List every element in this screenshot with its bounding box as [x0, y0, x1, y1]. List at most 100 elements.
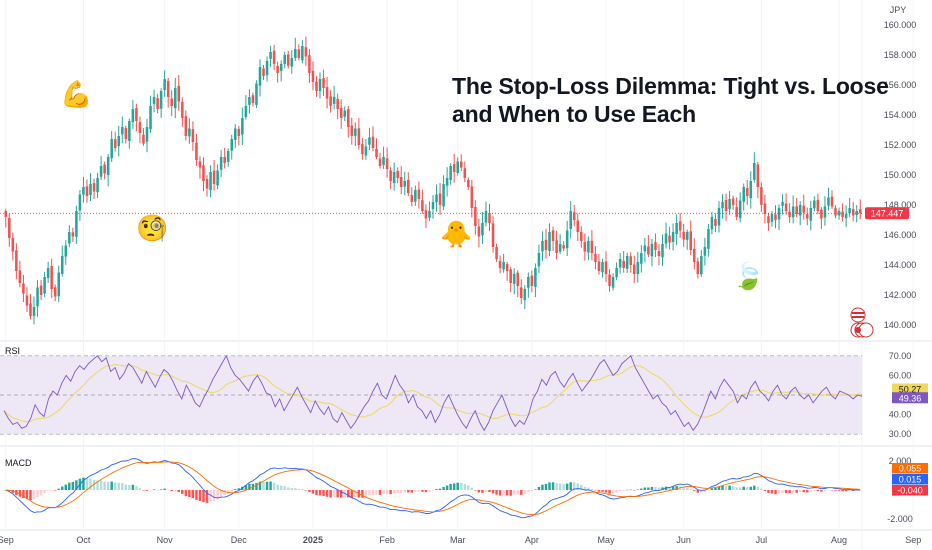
macd-value-badge [892, 474, 928, 485]
candle-body [700, 256, 703, 275]
macd-histogram-bar [315, 490, 318, 496]
candle-body [82, 187, 85, 195]
macd-histogram-bar [827, 490, 830, 491]
macd-histogram-bar [82, 477, 85, 490]
macd-histogram-bar [558, 483, 562, 490]
candle-body [548, 232, 551, 251]
macd-histogram-bar [657, 487, 661, 490]
candle-body [597, 261, 601, 271]
candle-body [565, 230, 569, 249]
macd-histogram-bar [505, 490, 509, 496]
macd-histogram-bar [329, 490, 332, 498]
candle-body [474, 206, 477, 226]
macd-histogram-bar [85, 478, 89, 490]
candle-body [618, 259, 622, 268]
candle-body [205, 179, 209, 189]
candle-body [117, 136, 121, 147]
macd-histogram-bar [392, 490, 396, 494]
price-tick-label: 142.000 [884, 290, 917, 300]
candle-body [827, 197, 830, 206]
candle-body [53, 287, 57, 297]
candle-body [809, 208, 813, 221]
candle-body [421, 200, 424, 211]
macd-histogram-bar [36, 490, 39, 498]
candle-body [173, 88, 177, 109]
macd-histogram-bar [279, 485, 283, 490]
candle-body [113, 139, 117, 148]
macd-histogram-bar [770, 490, 774, 494]
macd-histogram-bar [75, 480, 78, 490]
candle-body [385, 158, 389, 169]
candle-body [813, 200, 816, 209]
candle-body [364, 146, 368, 156]
macd-histogram-bar [604, 490, 608, 493]
candle-body [357, 128, 361, 145]
candle-body [520, 287, 523, 298]
macd-histogram-bar [731, 486, 735, 490]
x-tick-label: Apr [525, 535, 539, 545]
candle-body [622, 260, 625, 268]
candle-body [223, 156, 226, 163]
candle-body [18, 270, 22, 283]
macd-histogram-bar [795, 490, 798, 493]
candle-body [798, 205, 802, 216]
macd-histogram-bar [791, 490, 795, 493]
macd-histogram-bar [696, 490, 700, 493]
macd-histogram-bar [71, 482, 75, 490]
macd-histogram-bar [512, 490, 516, 495]
candle-body [290, 58, 294, 67]
macd-histogram-bar [721, 485, 724, 490]
macd-histogram-bar [29, 490, 32, 500]
macd-histogram-bar [693, 490, 696, 491]
candle-body [198, 161, 202, 168]
macd-histogram-bar [640, 488, 643, 490]
candle-body [149, 106, 152, 130]
price-tick-label: 150.000 [884, 170, 917, 180]
macd-histogram-bar [445, 485, 449, 490]
macd-histogram-bar [484, 490, 488, 492]
candle-body [279, 64, 283, 71]
macd-histogram-bar [767, 490, 770, 493]
candle-body [286, 54, 290, 66]
candle-body [664, 233, 668, 244]
candle-body [354, 128, 357, 136]
us-flag-stripe [852, 312, 864, 314]
candle-body [587, 241, 590, 253]
macd-histogram-bar [858, 490, 862, 491]
candle-body [512, 274, 516, 284]
candle-body [851, 209, 855, 216]
last-price-badge [865, 207, 909, 220]
macd-histogram-bar [742, 486, 745, 490]
candle-body [301, 46, 304, 61]
candle-body [43, 277, 46, 294]
candle-body [216, 170, 219, 186]
macd-histogram-bar [728, 485, 731, 490]
x-tick-label: 2025 [303, 535, 323, 545]
candle-body [226, 151, 230, 162]
macd-histogram-bar [135, 485, 138, 490]
candle-body [145, 127, 149, 142]
candle-body [4, 211, 8, 217]
candle-body [742, 187, 745, 202]
candle-body [668, 235, 671, 243]
candle-body [848, 208, 851, 214]
macd-histogram-bar [407, 490, 410, 493]
macd-histogram-bar [502, 490, 505, 496]
candle-body [760, 187, 763, 205]
macd-histogram-bar [244, 485, 248, 490]
candle-body [283, 55, 286, 64]
macd-histogram-bar [389, 490, 392, 495]
rsi-ma-value: 50.27 [899, 384, 922, 394]
candle-body [103, 164, 106, 174]
macd-histogram-bar [50, 490, 53, 491]
macd-histogram-bar [798, 490, 802, 493]
candle-body [682, 231, 685, 240]
macd-histogram-bar [650, 486, 654, 490]
candle-body [375, 148, 378, 157]
macd-histogram-bar [488, 490, 491, 493]
candle-body [650, 244, 654, 257]
macd-histogram-bar [756, 486, 760, 490]
macd-histogram-bar [442, 486, 445, 490]
x-tick-label: Aug [831, 535, 847, 545]
macd-histogram-bar [43, 490, 46, 494]
